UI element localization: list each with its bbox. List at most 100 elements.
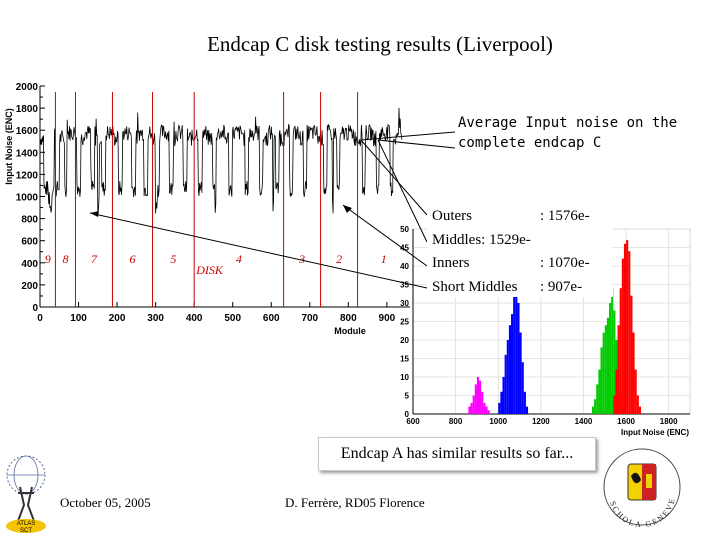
x-tick-label: 500 bbox=[224, 313, 241, 324]
hist-bar-inners bbox=[519, 332, 522, 414]
noise-summary-box: Outers : 1576e- Middles: 1529e- Inners :… bbox=[427, 205, 613, 297]
y-tick-label: 1600 bbox=[16, 126, 39, 137]
callout-arrow bbox=[89, 212, 428, 289]
hist-y-tick-label: 45 bbox=[400, 244, 409, 253]
hist-bar-middles bbox=[613, 310, 616, 414]
hist-bar-outers bbox=[634, 369, 637, 414]
disk-label: 9 bbox=[45, 252, 51, 266]
hist-y-tick-label: 0 bbox=[405, 410, 410, 419]
stat-row-outers: Outers : 1576e- bbox=[427, 205, 613, 229]
stat-value: : 1070e- bbox=[540, 255, 590, 271]
hist-bar-middles bbox=[591, 406, 595, 414]
stat-value: : 907e- bbox=[540, 278, 583, 295]
hist-bar-inners bbox=[511, 314, 514, 414]
x-tick-label: 600 bbox=[263, 313, 280, 324]
hist-x-tick-label: 1000 bbox=[489, 417, 507, 426]
stat-label: Middles: 1529e- bbox=[432, 231, 531, 248]
hist-y-tick-label: 25 bbox=[400, 318, 409, 327]
hist-bar-short-middles bbox=[485, 406, 488, 414]
hist-bar-outers bbox=[628, 251, 631, 414]
stat-label: Outers bbox=[432, 208, 472, 224]
x-axis-title: Module bbox=[334, 326, 366, 336]
stat-label: Short Middles bbox=[432, 278, 518, 295]
disk-label: 8 bbox=[62, 252, 68, 266]
footer-date: October 05, 2005 bbox=[60, 495, 151, 510]
hist-bar-middles bbox=[609, 303, 612, 414]
disk-axis-label: DISK bbox=[195, 263, 224, 277]
hist-bar-outers bbox=[621, 258, 624, 414]
hist-bar-middles bbox=[594, 399, 597, 414]
hist-bar-outers bbox=[617, 325, 620, 414]
callout-arrow bbox=[360, 139, 428, 216]
x-tick-label: 0 bbox=[37, 313, 43, 324]
disk-label: 4 bbox=[236, 252, 242, 266]
disk-label: 5 bbox=[170, 252, 176, 266]
callout-arrow bbox=[342, 204, 428, 267]
callout-text: Average Input noise on the complete endc… bbox=[458, 115, 678, 151]
x-tick-label: 200 bbox=[109, 313, 126, 324]
svg-text:ATLAS: ATLAS bbox=[17, 521, 36, 527]
hist-bar-inners bbox=[502, 377, 505, 414]
disk-label: 3 bbox=[298, 252, 305, 266]
svg-text:SCT: SCT bbox=[20, 528, 32, 534]
hist-bar-short-middles bbox=[474, 384, 477, 414]
university-seal-logo: SCHOLA GENEVENSIS bbox=[595, 446, 681, 528]
hist-bar-inners bbox=[523, 391, 526, 414]
hist-bar-outers bbox=[613, 395, 616, 414]
x-tick-label: 700 bbox=[301, 313, 318, 324]
hist-bar-inners bbox=[508, 325, 512, 414]
hist-bar-inners bbox=[513, 240, 516, 414]
y-axis-title: Input Noise (ENC) bbox=[4, 108, 14, 185]
hist-bar-inners bbox=[517, 303, 520, 414]
slide-title: Endcap C disk testing results (Liverpool… bbox=[207, 32, 553, 56]
hist-bar-inners bbox=[500, 391, 503, 414]
callout-arrow bbox=[360, 131, 456, 141]
hist-x-tick-label: 1200 bbox=[532, 417, 550, 426]
hist-bar-inners bbox=[525, 406, 529, 414]
arrowhead bbox=[90, 211, 99, 217]
y-tick-label: 200 bbox=[21, 281, 38, 292]
hist-bar-middles bbox=[602, 332, 605, 414]
disk-label: 7 bbox=[91, 252, 98, 266]
hist-y-tick-label: 10 bbox=[400, 373, 409, 382]
y-tick-label: 1200 bbox=[16, 170, 39, 181]
hist-y-tick-label: 35 bbox=[400, 281, 409, 290]
hist-y-tick-label: 50 bbox=[400, 225, 409, 234]
atlas-sct-logo: ATLAS SCT bbox=[6, 455, 46, 534]
hist-bar-inners bbox=[498, 402, 501, 414]
hist-y-tick-label: 30 bbox=[400, 299, 409, 308]
y-tick-label: 2000 bbox=[16, 82, 39, 93]
hist-x-tick-label: 1600 bbox=[617, 417, 635, 426]
hist-bar-middles bbox=[598, 369, 601, 414]
noise-trace bbox=[39, 107, 403, 214]
hist-bar-short-middles bbox=[479, 380, 482, 414]
stat-label: Inners bbox=[432, 255, 470, 271]
hist-bar-outers bbox=[619, 288, 622, 414]
hist-bar-outers bbox=[638, 406, 641, 414]
y-tick-label: 1400 bbox=[16, 148, 39, 159]
hist-y-tick-label: 20 bbox=[400, 336, 409, 345]
hist-bar-short-middles bbox=[483, 402, 486, 414]
y-tick-label: 1800 bbox=[16, 104, 39, 115]
x-tick-label: 400 bbox=[186, 313, 203, 324]
hist-bar-middles bbox=[604, 325, 607, 414]
hist-bar-outers bbox=[632, 332, 635, 414]
hist-y-tick-label: 40 bbox=[400, 262, 409, 271]
hist-bar-short-middles bbox=[468, 406, 471, 414]
hist-bar-inners bbox=[515, 288, 518, 414]
y-tick-label: 1000 bbox=[16, 193, 39, 204]
stat-row-middles: Middles: 1529e- bbox=[427, 229, 613, 253]
hist-bar-middles bbox=[606, 317, 610, 414]
hist-bar-inners bbox=[521, 362, 524, 414]
x-tick-label: 800 bbox=[340, 313, 357, 324]
hist-bar-outers bbox=[615, 369, 618, 414]
stat-row-inners: Inners : 1070e- bbox=[427, 252, 613, 276]
hist-bar-outers bbox=[623, 243, 627, 414]
hist-bar-outers bbox=[630, 295, 633, 414]
hist-y-tick-label: 5 bbox=[405, 392, 410, 401]
callout-arrow bbox=[377, 139, 456, 149]
endcap-a-note: Endcap A has similar results so far... bbox=[318, 437, 596, 471]
hist-x-tick-label: 1400 bbox=[575, 417, 593, 426]
arrowhead bbox=[343, 205, 352, 213]
